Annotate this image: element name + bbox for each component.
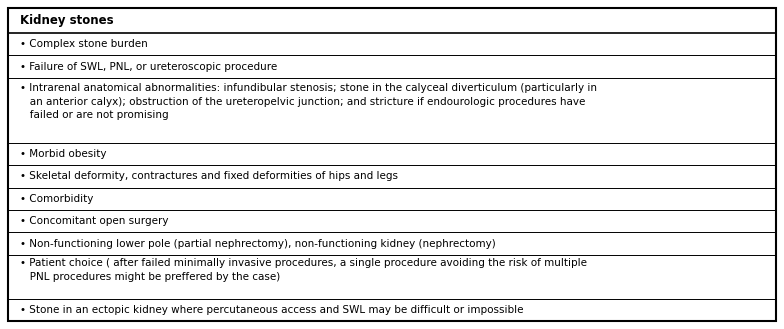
Text: • Skeletal deformity, contractures and fixed deformities of hips and legs: • Skeletal deformity, contractures and f… [20, 171, 398, 182]
Text: • Intrarenal anatomical abnormalities: infundibular stenosis; stone in the calyc: • Intrarenal anatomical abnormalities: i… [20, 83, 597, 120]
Text: • Failure of SWL, PNL, or ureteroscopic procedure: • Failure of SWL, PNL, or ureteroscopic … [20, 62, 278, 71]
Text: • Morbid obesity: • Morbid obesity [20, 149, 107, 159]
Text: • Stone in an ectopic kidney where percutaneous access and SWL may be difficult : • Stone in an ectopic kidney where percu… [20, 305, 524, 315]
FancyBboxPatch shape [8, 8, 776, 321]
Text: • Comorbidity: • Comorbidity [20, 194, 93, 204]
Text: • Patient choice ( after failed minimally invasive procedures, a single procedur: • Patient choice ( after failed minimall… [20, 258, 587, 282]
Text: • Complex stone burden: • Complex stone burden [20, 39, 147, 49]
Text: • Concomitant open surgery: • Concomitant open surgery [20, 216, 169, 226]
Text: Kidney stones: Kidney stones [20, 14, 114, 27]
Text: • Non-functioning lower pole (partial nephrectomy), non-functioning kidney (neph: • Non-functioning lower pole (partial ne… [20, 239, 495, 249]
